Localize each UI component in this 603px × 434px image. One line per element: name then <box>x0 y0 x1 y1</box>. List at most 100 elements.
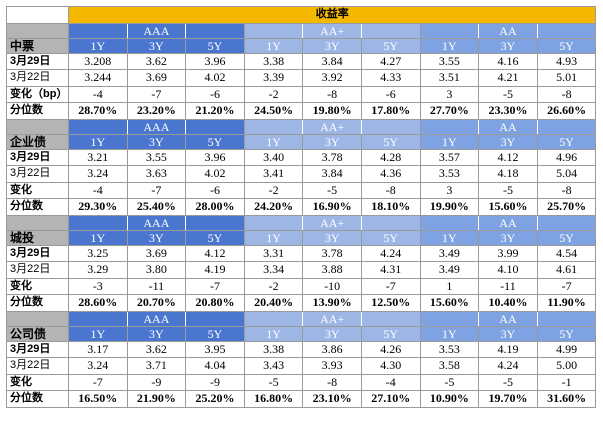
value-cell: 4.96 <box>536 148 597 166</box>
value-cell: 25.70% <box>536 198 597 216</box>
tenor-label: 1Y <box>419 325 480 342</box>
value-cell: 15.60% <box>478 198 538 216</box>
tenor-label: 1Y <box>68 133 128 150</box>
value-cell: -4 <box>360 373 421 391</box>
value-cell: 4.12 <box>478 148 538 166</box>
value-cell: 3.41 <box>243 165 304 183</box>
grade-label: AA <box>478 214 538 231</box>
value-cell: 3.88 <box>302 261 362 279</box>
data-row: 分位数 16.50% 21.90% 25.20% 16.80% 23.10% 27.10% 1… <box>6 390 597 408</box>
tenor-label: 3Y <box>478 37 538 54</box>
section-name <box>6 118 69 135</box>
grade-label: AA <box>478 310 538 327</box>
grade-band-cell <box>185 118 245 135</box>
value-cell: 12.50% <box>360 294 421 312</box>
value-cell: -11 <box>126 277 187 295</box>
value-cell: 3.58 <box>419 357 480 375</box>
data-row: 变化 -3 -11 -7 -2 -10 -7 1 -11 -7 <box>6 277 597 295</box>
data-row: 分位数 28.70% 23.20% 21.20% 24.50% 19.80% 17.80% 2… <box>6 102 597 120</box>
grade-band-cell <box>185 310 245 327</box>
value-cell: -9 <box>185 373 245 391</box>
section-grade-row: AAA AA+ AA <box>6 118 597 135</box>
tenor-label: 3Y <box>302 229 362 246</box>
tenor-label: 3Y <box>478 133 538 150</box>
title-row: 收益率 <box>6 6 597 24</box>
section-grade-row: AAA AA+ AA <box>6 214 597 231</box>
value-cell: -3 <box>68 277 128 295</box>
value-cell: 3.55 <box>419 52 480 70</box>
section-tenor-row: 城投 1Y 3Y 5Y 1Y 3Y 5Y 1Y 3Y 5Y <box>6 229 597 246</box>
value-cell: 10.40% <box>478 294 538 312</box>
value-cell: 24.50% <box>243 102 304 120</box>
tenor-label: 1Y <box>68 325 128 342</box>
value-cell: 4.30 <box>360 357 421 375</box>
row-label: 3月29日 <box>6 148 69 166</box>
tenor-label: 3Y <box>302 325 362 342</box>
value-cell: 5.00 <box>536 357 597 375</box>
value-cell: 5.04 <box>536 165 597 183</box>
value-cell: 25.20% <box>185 390 245 408</box>
value-cell: 3.43 <box>243 357 304 375</box>
value-cell: 3.34 <box>243 261 304 279</box>
value-cell: 3.39 <box>243 69 304 87</box>
value-cell: 13.90% <box>302 294 362 312</box>
value-cell: -8 <box>536 181 597 199</box>
tenor-label: 1Y <box>243 37 304 54</box>
row-label: 3月29日 <box>6 52 69 70</box>
value-cell: -5 <box>243 373 304 391</box>
section-name <box>6 214 69 231</box>
data-row: 3月29日 3.25 3.69 4.12 3.31 3.78 4.24 3.49 3.99 4.5… <box>6 244 597 262</box>
value-cell: -11 <box>478 277 538 295</box>
grade-band-cell <box>419 118 479 135</box>
data-row: 变化 -4 -7 -6 -2 -5 -8 3 -5 -8 <box>6 181 597 199</box>
value-cell: -6 <box>360 85 421 103</box>
section-name <box>6 22 69 39</box>
value-cell: -9 <box>126 373 187 391</box>
tenor-label: 3Y <box>302 37 362 54</box>
value-cell: 16.80% <box>243 390 304 408</box>
grade-label: AA+ <box>302 214 362 231</box>
data-row: 3月22日 3.244 3.69 4.02 3.39 3.92 4.33 3.51 4.21 5.… <box>6 69 597 87</box>
value-cell: 4.24 <box>478 357 538 375</box>
grade-band-cell <box>360 118 421 135</box>
tenor-label: 3Y <box>126 133 187 150</box>
data-row: 分位数 29.30% 25.40% 28.00% 24.20% 16.90% 18.10% 1… <box>6 198 597 216</box>
value-cell: 4.36 <box>360 165 421 183</box>
value-cell: 4.19 <box>185 261 245 279</box>
value-cell: -7 <box>536 277 597 295</box>
yield-table-body: 收益率 AAA AA+ AA 中票 1Y 3Y 5Y 1Y 3Y 5Y 1Y 3Y 5Y 3月29日 3.2… <box>6 6 597 408</box>
value-cell: -7 <box>68 373 128 391</box>
value-cell: 20.40% <box>243 294 304 312</box>
value-cell: -5 <box>478 181 538 199</box>
value-cell: 3.25 <box>68 244 128 262</box>
tenor-label: 1Y <box>419 37 480 54</box>
value-cell: 21.20% <box>185 102 245 120</box>
grade-band-cell <box>68 310 128 327</box>
section-name: 城投 <box>6 229 69 246</box>
grade-band-cell <box>360 214 421 231</box>
tenor-label: 5Y <box>536 229 597 246</box>
tenor-label: 3Y <box>126 229 187 246</box>
value-cell: 4.02 <box>185 165 245 183</box>
value-cell: -5 <box>302 181 362 199</box>
value-cell: 3.53 <box>419 340 480 358</box>
tenor-label: 5Y <box>360 229 421 246</box>
row-label: 3月29日 <box>6 244 69 262</box>
grade-label: AA <box>478 118 538 135</box>
tenor-label: 5Y <box>185 229 245 246</box>
value-cell: 3.38 <box>243 340 304 358</box>
row-label: 分位数 <box>6 102 69 120</box>
tenor-label: 5Y <box>536 325 597 342</box>
value-cell: 3.21 <box>68 148 128 166</box>
tenor-label: 1Y <box>243 133 304 150</box>
value-cell: 3.53 <box>419 165 480 183</box>
data-row: 3月22日 3.29 3.80 4.19 3.34 3.88 4.31 3.49 4.10 4.6… <box>6 261 597 279</box>
grade-band-cell <box>419 214 479 231</box>
value-cell: 3.69 <box>126 69 187 87</box>
value-cell: 3 <box>419 85 480 103</box>
value-cell: 31.60% <box>536 390 597 408</box>
row-label: 变化 <box>6 373 69 391</box>
tenor-label: 5Y <box>185 325 245 342</box>
value-cell: -8 <box>302 85 362 103</box>
grade-label: AAA <box>126 118 186 135</box>
